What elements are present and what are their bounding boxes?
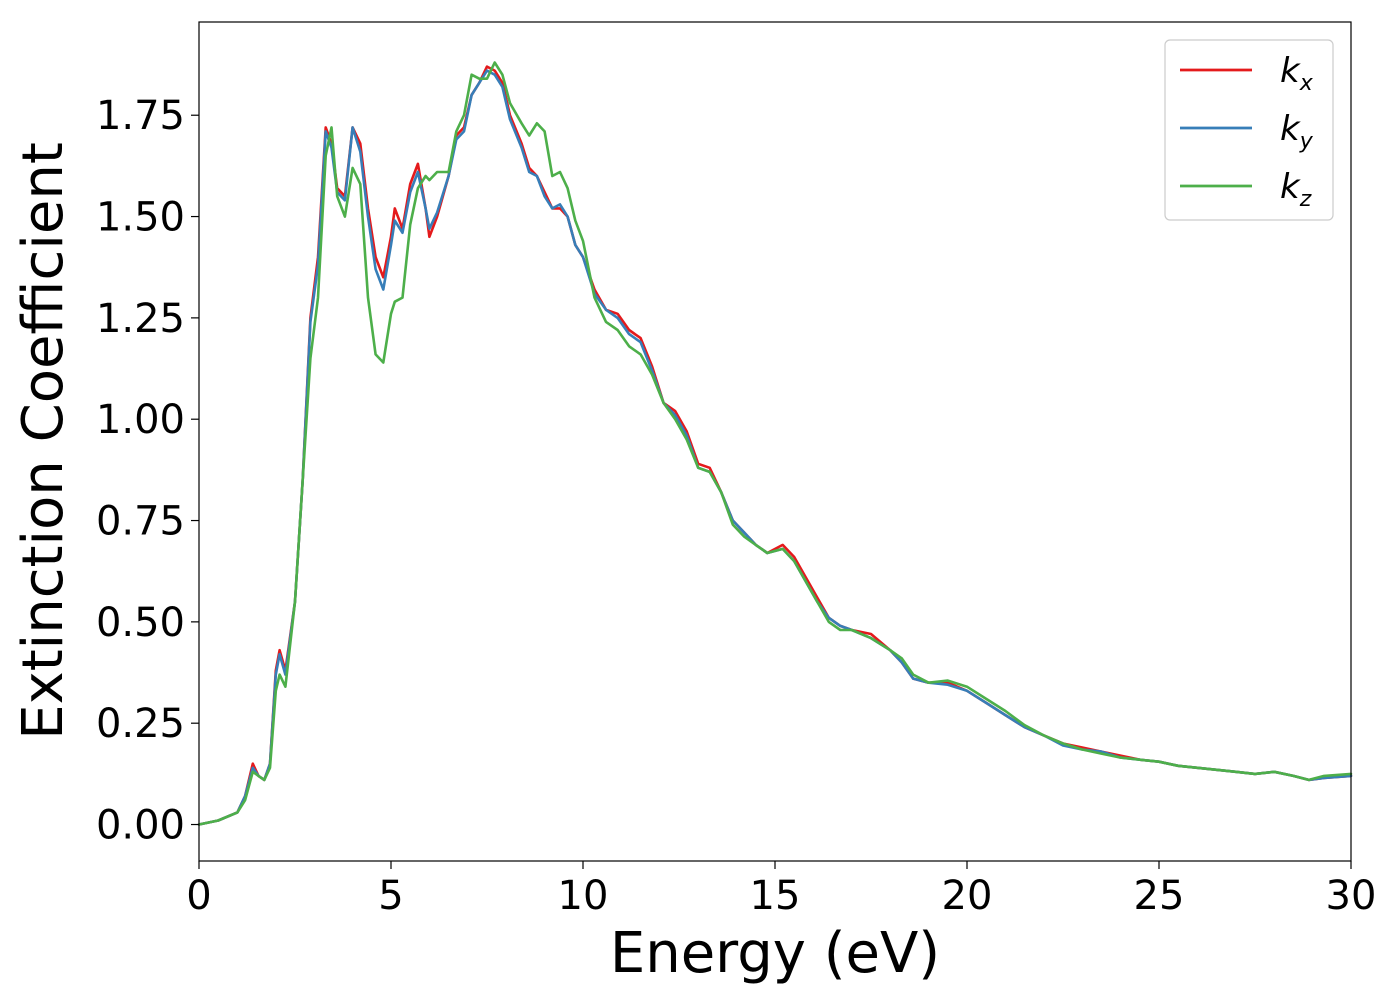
x-axis-title: Energy (eV) — [610, 921, 940, 986]
y-tick-label: 0.50 — [96, 600, 185, 646]
x-tick-label: 5 — [378, 873, 403, 919]
legend-label-kz: kz — [1280, 167, 1312, 212]
y-axis-title: Extinction Coefficient — [11, 142, 76, 740]
legend-frame — [1164, 39, 1334, 221]
y-tick-label: 1.50 — [96, 195, 185, 241]
series-layer — [197, 61, 1353, 826]
x-tick-label: 15 — [750, 873, 801, 919]
x-axis: 0 5 10 15 20 25 30 — [186, 861, 1376, 919]
x-tick-label: 25 — [1134, 873, 1185, 919]
legend-label-ky: ky — [1280, 109, 1314, 154]
y-tick-label: 1.25 — [96, 296, 185, 342]
y-tick-label: 1.00 — [96, 397, 185, 443]
y-tick-label: 0.75 — [96, 499, 185, 545]
legend: kx ky kz — [1164, 39, 1334, 221]
x-tick-label: 20 — [942, 873, 993, 919]
y-axis: 0.00 0.25 0.50 0.75 1.00 1.25 1.50 1.75 — [96, 93, 199, 849]
x-tick-label: 30 — [1326, 873, 1377, 919]
y-tick-label: 0.25 — [96, 701, 185, 747]
series-line-kz — [197, 61, 1353, 826]
x-tick-label: 10 — [558, 873, 609, 919]
y-tick-label: 1.75 — [96, 93, 185, 139]
x-tick-label: 0 — [186, 873, 211, 919]
legend-label-kx: kx — [1280, 51, 1314, 96]
y-tick-label: 0.00 — [96, 803, 185, 849]
